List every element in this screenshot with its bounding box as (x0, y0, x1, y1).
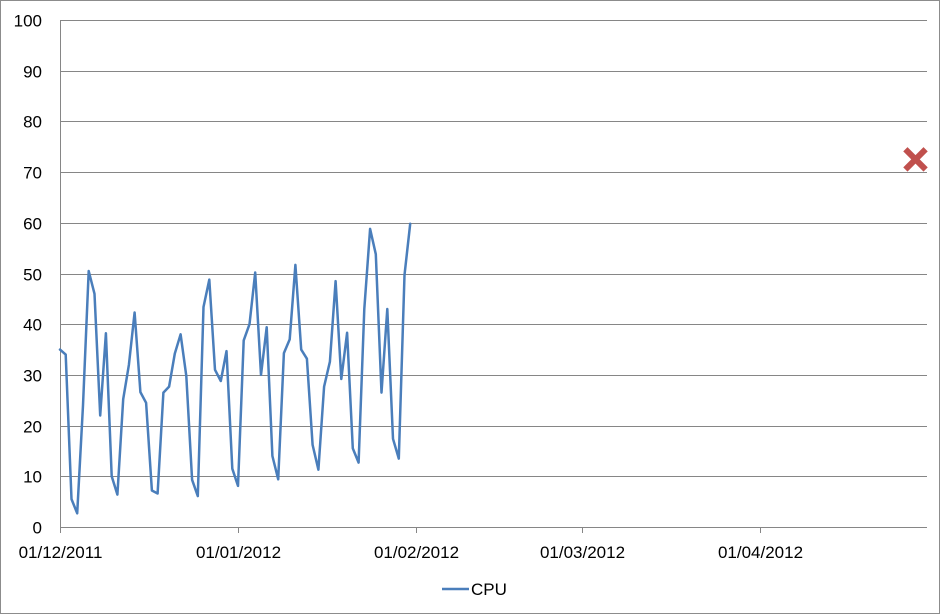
x-tick-label-4: 01/04/2012 (718, 543, 803, 562)
gridlines (60, 20, 927, 477)
y-tick-label-0: 0 (33, 519, 42, 538)
y-tick-label-100: 100 (14, 12, 42, 31)
y-tick-label-60: 60 (23, 215, 42, 234)
series (58, 147, 928, 515)
axes: 0 10 20 30 40 50 60 70 80 90 100 01/12/2011 01/01/20… (14, 12, 927, 562)
x-marker-stroke-b (903, 147, 928, 172)
x-tick-label-3: 01/03/2012 (540, 543, 625, 562)
x-marker-point (903, 147, 928, 172)
y-tick-label-50: 50 (23, 266, 42, 285)
y-tick-label-90: 90 (23, 63, 42, 82)
y-tick-label-30: 30 (23, 367, 42, 386)
legend-label-cpu: CPU (471, 580, 507, 599)
series-line-cpu (58, 222, 412, 515)
y-tick-label-40: 40 (23, 316, 42, 335)
y-tick-label-80: 80 (23, 113, 42, 132)
y-tick-label-10: 10 (23, 468, 42, 487)
y-tick-label-20: 20 (23, 418, 42, 437)
y-tick-label-70: 70 (23, 164, 42, 183)
x-tick-label-2: 01/02/2012 (374, 543, 459, 562)
legend: CPU (442, 580, 507, 599)
x-tick-label-0: 01/12/2011 (19, 543, 103, 562)
x-tick-label-1: 01/01/2012 (196, 543, 281, 562)
